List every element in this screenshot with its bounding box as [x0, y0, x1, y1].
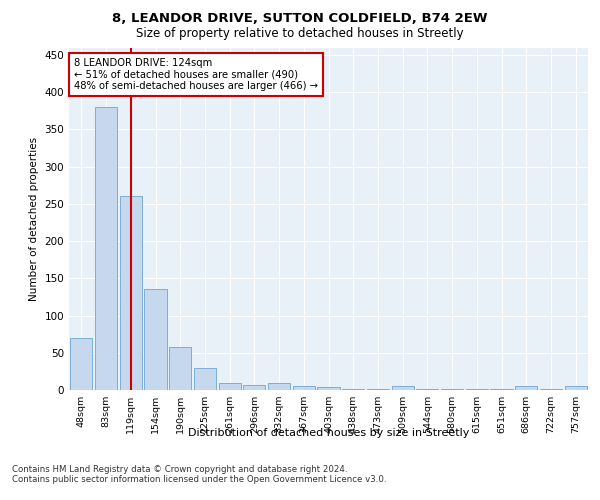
Bar [95, 107, 117, 390]
Bar [293, 386, 315, 390]
Bar [119, 196, 142, 390]
Bar [515, 386, 538, 390]
Bar [243, 385, 265, 390]
Text: 8 LEANDOR DRIVE: 124sqm
← 51% of detached houses are smaller (490)
48% of semi-d: 8 LEANDOR DRIVE: 124sqm ← 51% of detache… [74, 58, 318, 91]
Bar [169, 347, 191, 390]
Y-axis label: Number of detached properties: Number of detached properties [29, 136, 39, 301]
Bar [317, 387, 340, 390]
Bar [194, 368, 216, 390]
Bar [392, 386, 414, 390]
Bar [218, 382, 241, 390]
Text: Distribution of detached houses by size in Streetly: Distribution of detached houses by size … [188, 428, 469, 438]
Bar [565, 386, 587, 390]
Bar [145, 290, 167, 390]
Text: 8, LEANDOR DRIVE, SUTTON COLDFIELD, B74 2EW: 8, LEANDOR DRIVE, SUTTON COLDFIELD, B74 … [112, 12, 488, 26]
Text: Size of property relative to detached houses in Streetly: Size of property relative to detached ho… [136, 28, 464, 40]
Bar [268, 382, 290, 390]
Bar [70, 338, 92, 390]
Text: Contains HM Land Registry data © Crown copyright and database right 2024.
Contai: Contains HM Land Registry data © Crown c… [12, 465, 386, 484]
